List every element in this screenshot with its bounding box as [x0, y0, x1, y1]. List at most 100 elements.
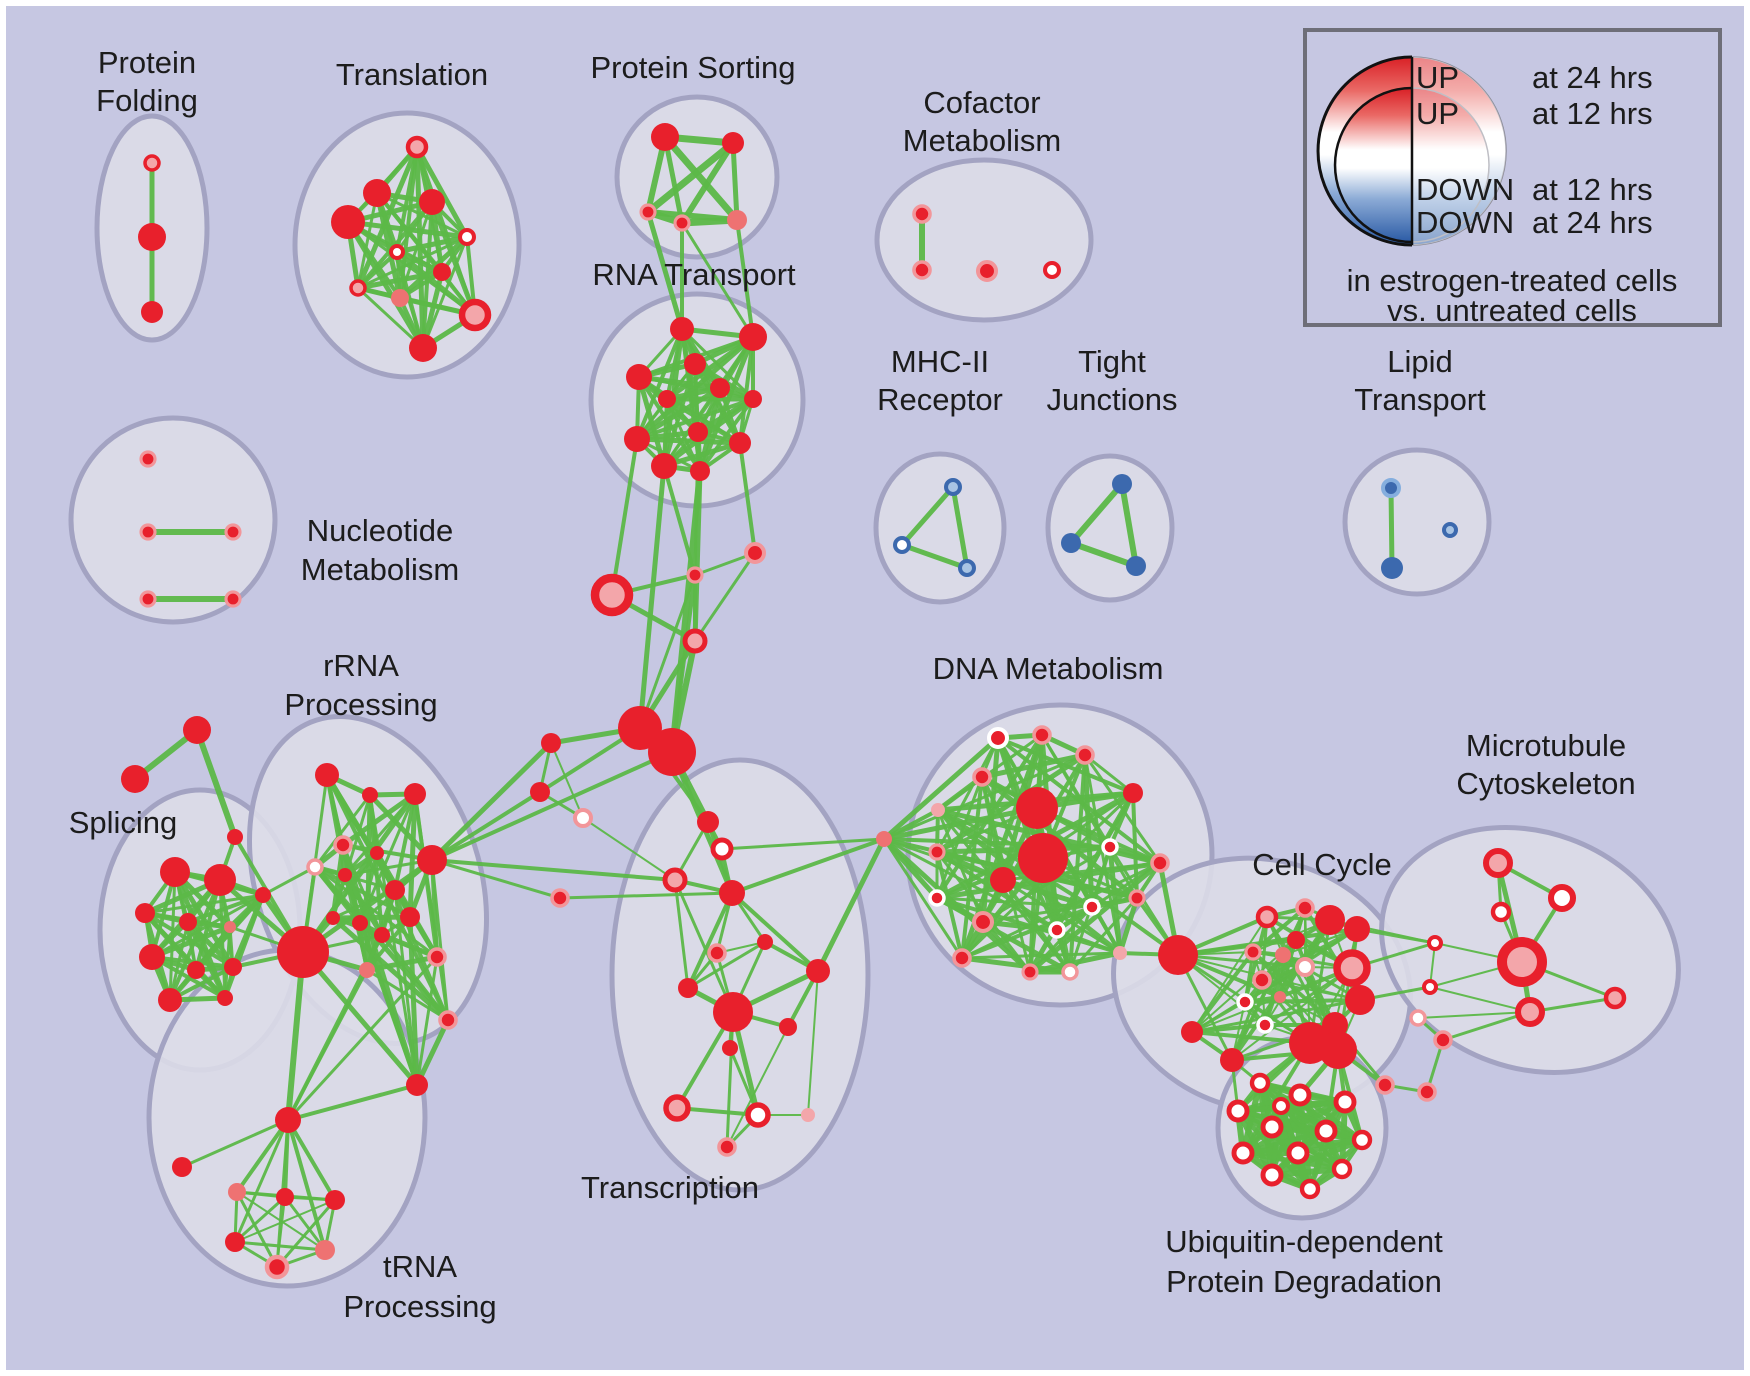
cluster-label-microtubule-cytoskeleton-line1: Microtubule — [1466, 728, 1626, 763]
node-rna-transport-2 — [684, 353, 706, 375]
node-microtubule-cytoskeleton-4 — [1427, 935, 1443, 951]
edge-cross — [637, 463, 667, 731]
node-rna-transport-1 — [739, 323, 767, 351]
edge-rrna-processing — [364, 954, 440, 973]
node-translation-7 — [349, 279, 367, 297]
cluster-nucleotide-metabolism-ellipse — [68, 415, 278, 625]
node-nucleotide-metabolism-1 — [139, 523, 157, 541]
node-connectors-6 — [541, 733, 561, 753]
node-lipid-transport-2 — [1442, 522, 1458, 538]
node-cell-cycle-9 — [1256, 1016, 1274, 1034]
edge-dna-metabolism — [1083, 753, 1122, 955]
edge-dna-metabolism — [960, 951, 1122, 960]
edge-rna-transport — [634, 436, 743, 446]
node-trna-processing-3 — [276, 1188, 294, 1206]
node-cell-cycle-14 — [1333, 949, 1371, 987]
node-cell-cycle-5 — [1295, 957, 1315, 977]
node-dna-metabolism-16 — [1083, 898, 1101, 916]
node-rna-transport-4 — [710, 378, 730, 398]
cluster-label-translation-line1: Translation — [336, 57, 488, 92]
node-cell-cycle-6 — [1252, 970, 1272, 990]
node-dna-metabolism-15 — [1048, 921, 1066, 939]
node-trna-processing-4 — [325, 1190, 345, 1210]
node-microtubule-cytoskeleton-1 — [1547, 883, 1577, 913]
node-rrna-processing-4 — [306, 858, 324, 876]
cluster-label-lipid-transport-line2: Transport — [1354, 382, 1486, 417]
node-splicing-0 — [160, 857, 190, 887]
edge-trna-processing — [235, 1190, 279, 1269]
edge-splicing-triangle — [194, 727, 238, 840]
node-microtubule-cytoskeleton-10 — [1375, 1075, 1395, 1095]
edge-splicing — [143, 911, 235, 969]
legend-box — [1303, 28, 1722, 327]
node-microtubule-cytoskeleton-0 — [1483, 848, 1513, 878]
edge-cross — [582, 817, 676, 881]
edge-ubiquitin-degradation — [1279, 1104, 1344, 1171]
edge-cross — [693, 430, 700, 577]
cluster-mhc2-receptor-ellipse — [873, 451, 1007, 605]
node-connectors-9 — [550, 888, 570, 908]
node-rrna-processing-9 — [400, 907, 420, 927]
edge-rrna-processing — [300, 949, 420, 1088]
node-transcription-6 — [678, 978, 698, 998]
node-transcription-0 — [697, 811, 719, 833]
edge-trna-processing — [180, 1118, 290, 1169]
edge-cross — [680, 221, 755, 339]
node-splicing-9 — [158, 988, 182, 1012]
node-cell-cycle-4 — [1275, 947, 1291, 963]
node-cell-cycle-13 — [1344, 916, 1370, 942]
edge-connectors — [693, 551, 757, 643]
cluster-cofactor-metabolism-ellipse — [874, 157, 1094, 323]
node-rrna-processing-10 — [326, 911, 340, 925]
node-dna-metabolism-17 — [1128, 889, 1146, 907]
edge-mhc2-receptor — [899, 484, 956, 548]
edge-microtubule-cytoskeleton — [1429, 986, 1531, 1013]
edge-trna-processing — [233, 1118, 290, 1244]
edge-rrna-processing — [379, 932, 440, 960]
cluster-label-cofactor-metabolism-line2: Metabolism — [903, 123, 1062, 158]
edge-transcription — [686, 891, 734, 990]
edge-transcription — [807, 970, 819, 1116]
node-protein-sorting-3 — [673, 214, 691, 232]
edge-rrna-processing — [313, 865, 412, 919]
edge-rna-transport — [635, 397, 755, 441]
node-translation-9 — [458, 298, 492, 332]
node-transcription-12 — [745, 1102, 771, 1128]
edge-transcription — [673, 878, 690, 990]
node-rrna-processing-6 — [370, 846, 384, 860]
edge-dna-metabolism — [979, 752, 1088, 780]
node-dna-metabolism-13 — [928, 889, 946, 907]
node-translation-1 — [363, 179, 391, 207]
node-rrna-processing-2 — [404, 783, 426, 805]
edge-cross — [285, 949, 306, 1123]
node-dna-metabolism-21 — [952, 948, 972, 968]
node-connectors-8 — [573, 808, 593, 828]
cluster-label-transcription-line1: Transcription — [581, 1170, 759, 1205]
node-transcription-9 — [779, 1018, 797, 1036]
edge-trna-processing — [275, 1198, 337, 1269]
edge-rrna-processing — [313, 793, 372, 869]
edge-cross — [430, 858, 677, 882]
edge-transcription — [673, 878, 735, 1014]
node-splicing-triangle-2 — [227, 829, 243, 845]
edge-tight-junctions — [1068, 481, 1125, 546]
edge-rrna-processing — [365, 968, 450, 1022]
edge-dna-metabolism — [1083, 753, 1135, 795]
edge-mhc2-receptor — [899, 542, 970, 571]
node-lipid-transport-0 — [1381, 478, 1401, 498]
node-trna-processing-2 — [228, 1183, 246, 1201]
legend-outer-left-arc — [1316, 55, 1413, 247]
edge-cross — [429, 740, 554, 863]
node-trna-processing-0 — [275, 1107, 301, 1133]
node-cell-cycle-1 — [1255, 905, 1279, 929]
edge-rna-transport — [698, 397, 755, 473]
edge-cell-cycle — [1231, 967, 1353, 1061]
edge-dna-metabolism — [935, 896, 1094, 909]
node-nucleotide-metabolism-4 — [224, 590, 242, 608]
legend-inner-left-arc — [1333, 86, 1413, 244]
edge-cross — [645, 209, 685, 332]
edge-transcription — [726, 1026, 789, 1148]
edge-cross — [430, 790, 542, 862]
node-microtubule-cytoskeleton-8 — [1409, 1009, 1427, 1027]
edge-dna-metabolism — [882, 808, 940, 841]
